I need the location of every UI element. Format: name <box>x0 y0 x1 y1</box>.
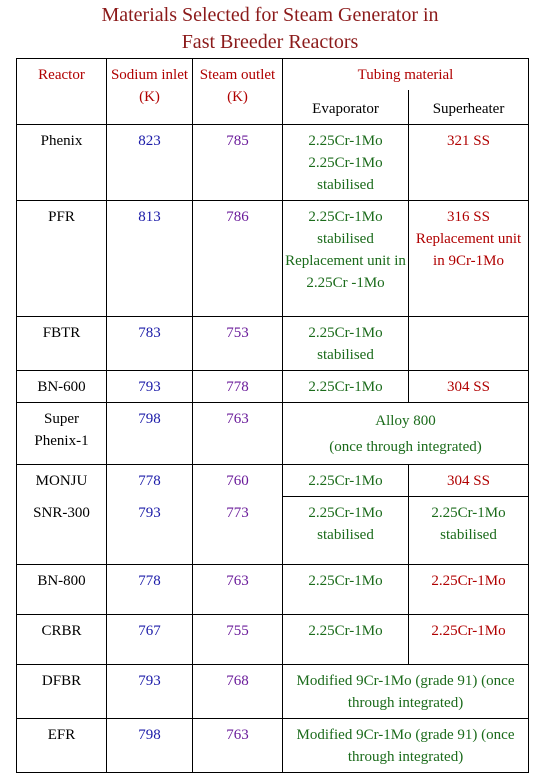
table-row: SNR-300 793 773 2.25Cr-1Mo stabilised 2.… <box>16 496 530 565</box>
combined-tubing-material: Alloy 800 (once through integrated) <box>281 402 530 465</box>
evaporator-material: 2.25Cr-1Mo stabilised <box>282 316 409 371</box>
evaporator-material: 2.25Cr-1Mo stabilised <box>282 496 409 565</box>
evaporator-material: 2.25Cr-1Mo 2.25Cr-1Mo stabilised <box>282 124 409 201</box>
combined-tubing-material: Modified 9Cr-1Mo (grade 91) (once throug… <box>281 664 530 719</box>
reactor-name: DFBR <box>16 664 107 719</box>
reactor-name: Phenix <box>16 124 107 201</box>
steam-outlet-value: 753 <box>192 316 283 371</box>
table-row: BN-600 793 778 2.25Cr-1Mo 304 SS <box>16 370 530 403</box>
sodium-inlet-value: 793 <box>106 496 193 565</box>
reactor-name: EFR <box>16 718 107 773</box>
combined-tubing-material: Modified 9Cr-1Mo (grade 91) (once throug… <box>281 718 530 773</box>
reactor-name: MONJU <box>16 464 107 497</box>
superheater-material: 304 SS <box>407 370 530 403</box>
title-line-2: Fast Breeder Reactors <box>181 31 359 53</box>
header-superheater: Superheater <box>407 90 530 125</box>
header-sodium-inlet: Sodium inlet (K) <box>106 58 193 125</box>
table-row: FBTR 783 753 2.25Cr-1Mo stabilised <box>16 316 530 371</box>
table-row: CRBR 767 755 2.25Cr-1Mo 2.25Cr-1Mo <box>16 614 530 665</box>
superheater-material: 321 SS <box>407 124 530 201</box>
steam-outlet-value: 755 <box>192 614 283 665</box>
steam-outlet-value: 763 <box>192 718 283 773</box>
header-subrow: Evaporator Superheater <box>17 90 530 125</box>
steam-outlet-value: 773 <box>192 496 283 565</box>
steam-outlet-value: 778 <box>192 370 283 403</box>
superheater-material: 304 SS <box>407 464 530 497</box>
sodium-inlet-value: 778 <box>106 564 193 615</box>
sodium-inlet-value: 783 <box>106 316 193 371</box>
table-row: Phenix 823 785 2.25Cr-1Mo 2.25Cr-1Mo sta… <box>16 124 530 201</box>
header-reactor: Reactor <box>16 58 107 125</box>
sodium-inlet-value: 767 <box>106 614 193 665</box>
header-tubing-material: Tubing material <box>281 58 530 90</box>
superheater-material: 2.25Cr-1Mo stabilised <box>407 496 530 565</box>
table-row: MONJU 778 760 2.25Cr-1Mo 304 SS <box>16 464 530 497</box>
page-title: Materials Selected for Steam Generator i… <box>0 2 540 56</box>
superheater-material: 2.25Cr-1Mo <box>407 614 530 665</box>
reactor-name: BN-800 <box>16 564 107 615</box>
evaporator-material: 2.25Cr-1Mo stabilised Replacement unit i… <box>282 200 409 317</box>
reactor-name: CRBR <box>16 614 107 665</box>
superheater-material <box>407 316 530 371</box>
evaporator-material: 2.25Cr-1Mo <box>282 464 409 497</box>
reactor-name: Super Phenix-1 <box>16 402 107 465</box>
sodium-inlet-value: 813 <box>106 200 193 317</box>
sodium-inlet-value: 778 <box>106 464 193 497</box>
steam-outlet-value: 763 <box>192 564 283 615</box>
evaporator-material: 2.25Cr-1Mo <box>282 370 409 403</box>
steam-outlet-value: 768 <box>192 664 283 719</box>
reactor-name: BN-600 <box>16 370 107 403</box>
combined-material-note: (once through integrated) <box>329 439 482 455</box>
title-line-1: Materials Selected for Steam Generator i… <box>101 4 439 26</box>
sodium-inlet-value: 793 <box>106 664 193 719</box>
superheater-material: 2.25Cr-1Mo <box>407 564 530 615</box>
evaporator-material: 2.25Cr-1Mo <box>282 564 409 615</box>
combined-material-name: Alloy 800 <box>375 413 436 429</box>
table-row: DFBR 793 768 Modified 9Cr-1Mo (grade 91)… <box>16 664 530 719</box>
header-row: Reactor Sodium inlet (K) Steam outlet (K… <box>16 58 530 125</box>
table-row: Super Phenix-1 798 763 Alloy 800 (once t… <box>16 402 530 465</box>
superheater-material: 316 SS Replacement unit in 9Cr-1Mo <box>407 200 530 317</box>
materials-table: Reactor Sodium inlet (K) Steam outlet (K… <box>16 58 530 773</box>
reactor-name: PFR <box>16 200 107 317</box>
header-evaporator: Evaporator <box>282 90 409 125</box>
sodium-inlet-value: 798 <box>106 402 193 465</box>
sodium-inlet-value: 793 <box>106 370 193 403</box>
steam-outlet-value: 763 <box>192 402 283 465</box>
steam-outlet-value: 786 <box>192 200 283 317</box>
reactor-name: SNR-300 <box>16 496 107 565</box>
table-row: BN-800 778 763 2.25Cr-1Mo 2.25Cr-1Mo <box>16 564 530 615</box>
table-row: EFR 798 763 Modified 9Cr-1Mo (grade 91) … <box>16 718 530 773</box>
evaporator-material: 2.25Cr-1Mo <box>282 614 409 665</box>
steam-outlet-value: 760 <box>192 464 283 497</box>
header-steam-outlet: Steam outlet (K) <box>192 58 283 125</box>
reactor-name: FBTR <box>16 316 107 371</box>
sodium-inlet-value: 798 <box>106 718 193 773</box>
table-row: PFR 813 786 2.25Cr-1Mo stabilised Replac… <box>16 200 530 317</box>
sodium-inlet-value: 823 <box>106 124 193 201</box>
steam-outlet-value: 785 <box>192 124 283 201</box>
